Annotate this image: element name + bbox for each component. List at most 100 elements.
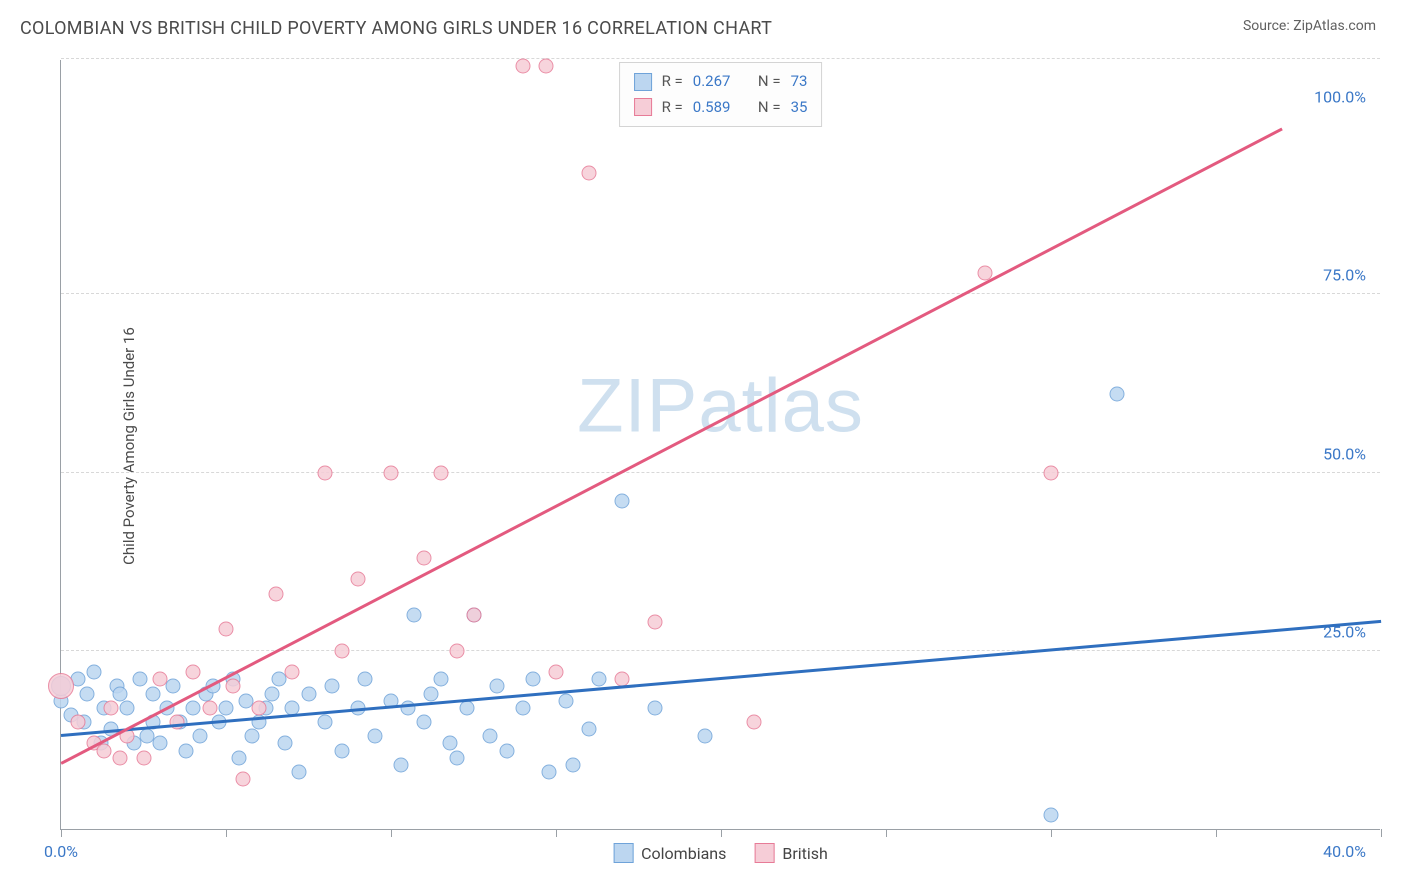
data-point [433,465,448,480]
data-point [433,672,448,687]
x-tick [1051,829,1052,837]
data-point [113,750,128,765]
data-point [219,700,234,715]
legend-swatch-british [634,98,652,116]
gridline [61,650,1380,651]
data-point [417,551,432,566]
x-tick [391,829,392,837]
data-point [232,750,247,765]
data-point [1044,807,1059,822]
x-tick [226,829,227,837]
gridline [61,58,1380,59]
data-point [648,700,663,715]
x-tick-label: 40.0% [1323,842,1366,861]
r-value: 0.589 [693,95,731,121]
data-point [525,672,540,687]
legend-item-british: British [754,843,827,863]
data-point [96,743,111,758]
data-point [542,764,557,779]
n-value: 35 [791,95,808,121]
watermark: ZIPatlas [577,363,864,450]
data-point [384,465,399,480]
legend-row: R = 0.267 N = 73 [634,69,808,95]
data-point [357,672,372,687]
data-point [423,686,438,701]
gridline [61,293,1380,294]
data-point [153,736,168,751]
x-tick [1381,829,1382,837]
source-attribution: Source: ZipAtlas.com [1243,18,1376,34]
data-point [265,686,280,701]
r-label: R = [662,95,683,121]
data-point [48,673,74,699]
data-point [516,700,531,715]
x-tick [61,829,62,837]
data-point [301,686,316,701]
n-label: N = [758,95,781,121]
data-point [252,700,267,715]
x-tick [886,829,887,837]
data-point [202,700,217,715]
data-point [450,643,465,658]
data-point [499,743,514,758]
data-point [539,59,554,74]
data-point [225,679,240,694]
data-point [367,729,382,744]
data-point [582,166,597,181]
data-point [466,608,481,623]
x-tick-label: 0.0% [44,842,78,861]
y-tick-label: 100.0% [1314,88,1366,107]
data-point [268,586,283,601]
header-row: COLOMBIAN VS BRITISH CHILD POVERTY AMONG… [0,0,1406,39]
data-point [334,643,349,658]
legend-swatch-icon [754,843,774,863]
data-point [549,665,564,680]
data-point [1044,465,1059,480]
trend-line [61,620,1381,737]
data-point [443,736,458,751]
data-point [483,729,498,744]
x-tick [1216,829,1217,837]
data-point [235,772,250,787]
data-point [450,750,465,765]
data-point [489,679,504,694]
data-point [80,686,95,701]
data-point [169,715,184,730]
data-point [393,757,408,772]
data-point [351,572,366,587]
data-point [153,672,168,687]
trend-line [60,128,1282,765]
legend-swatch-icon [613,843,633,863]
data-point [70,715,85,730]
data-point [136,750,151,765]
r-value: 0.267 [693,69,731,95]
data-point [120,700,135,715]
data-point [565,757,580,772]
legend-label: British [782,844,827,863]
data-point [334,743,349,758]
legend-row: R = 0.589 N = 35 [634,95,808,121]
n-value: 73 [791,69,808,95]
data-point [113,686,128,701]
data-point [285,665,300,680]
x-tick [556,829,557,837]
data-point [558,693,573,708]
data-point [324,679,339,694]
data-point [591,672,606,687]
scatter-plot-area: ZIPatlas R = 0.267 N = 73 R = 0.589 N = … [60,60,1380,830]
data-point [407,608,422,623]
data-point [219,622,234,637]
data-point [278,736,293,751]
data-point [87,665,102,680]
data-point [103,700,118,715]
data-point [186,665,201,680]
data-point [179,743,194,758]
data-point [697,729,712,744]
data-point [166,679,181,694]
chart-title: COLOMBIAN VS BRITISH CHILD POVERTY AMONG… [20,18,772,39]
y-tick-label: 50.0% [1323,444,1366,463]
correlation-legend: R = 0.267 N = 73 R = 0.589 N = 35 [619,62,823,127]
legend-swatch-colombians [634,73,652,91]
data-point [133,672,148,687]
gridline [61,472,1380,473]
